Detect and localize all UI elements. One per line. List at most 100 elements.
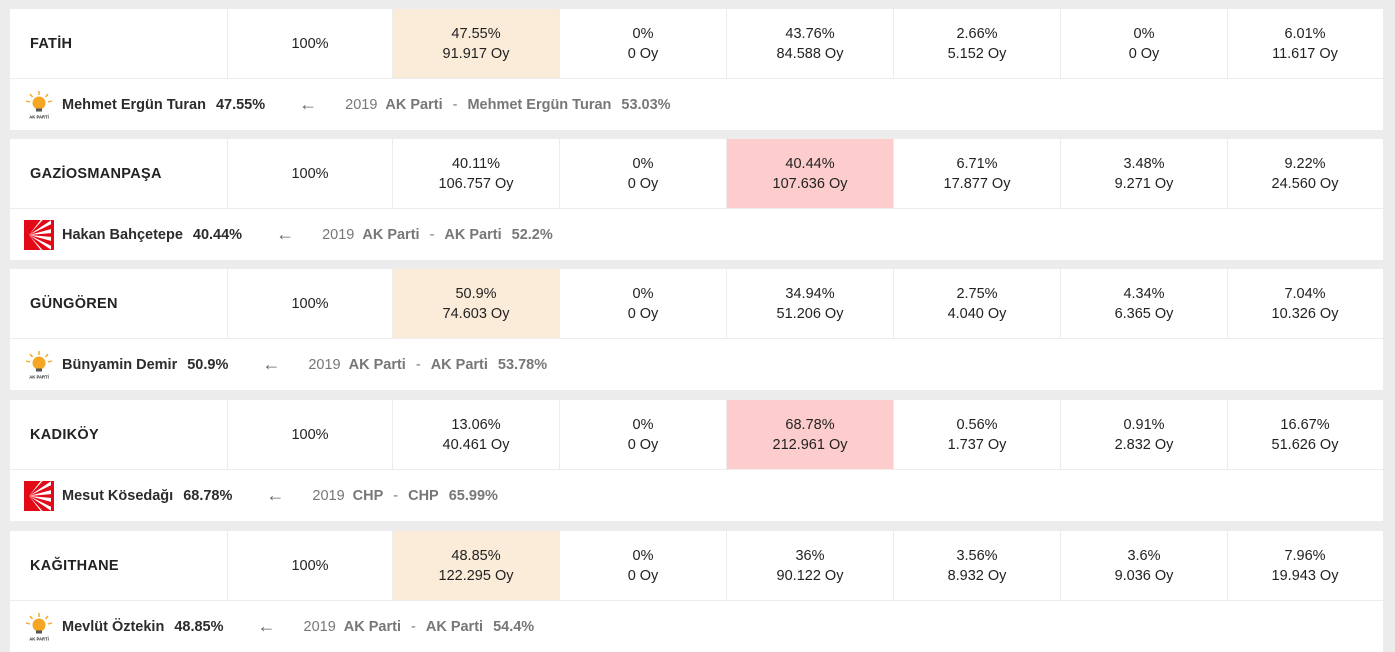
previous-party: CHP <box>352 487 384 504</box>
party-percent: 9.22% <box>1284 155 1326 172</box>
previous-percent: 65.99% <box>448 487 498 504</box>
district-results-row: KADIKÖY 100% 13.06% 40.461 Oy 0% 0 Oy 68.78%… <box>10 400 1383 470</box>
winning-candidate-name: Mehmet Ergün Turan <box>62 96 206 113</box>
winning-candidate-percent: 48.85% <box>174 618 224 635</box>
party-percent: 0.91% <box>1123 416 1165 433</box>
district-summary-row: Mesut Kösedağı 68.78% ← 2019 CHP - CHP 65.99… <box>10 470 1383 521</box>
winning-candidate-percent: 47.55% <box>215 96 266 113</box>
party-result-cell: 3.48% 9.271 Oy <box>1060 139 1227 208</box>
party-votes: 0 Oy <box>1128 45 1160 62</box>
district-results-row: FATİH 100% 47.55% 91.917 Oy 0% 0 Oy 43.76% 84… <box>10 9 1383 79</box>
party-votes: 9.271 Oy <box>1114 175 1174 192</box>
party-votes: 0 Oy <box>627 567 659 584</box>
party-votes: 51.626 Oy <box>1271 436 1339 453</box>
party-result-cell: 3.56% 8.932 Oy <box>893 531 1060 600</box>
party-logo <box>24 219 54 250</box>
previous-winner: AK Parti <box>425 618 484 635</box>
party-percent: 0% <box>1133 25 1155 42</box>
party-result-cell: 0% 0 Oy <box>1060 9 1227 78</box>
district-summary-row: AK PARTİ Bünyamin Demir 50.9% ← 2019 AK P… <box>10 339 1383 390</box>
district-summary-row: Hakan Bahçetepe 40.44% ← 2019 AK Parti - AK… <box>10 209 1383 260</box>
arrow-left-icon: ← <box>266 485 285 505</box>
district-name: FATİH <box>30 35 73 52</box>
previous-party: AK Parti <box>385 96 443 113</box>
party-percent: 0.56% <box>956 416 998 433</box>
ballot-opened-percent: 100% <box>227 9 392 78</box>
party-result-cell: 0% 0 Oy <box>559 9 726 78</box>
party-votes: 0 Oy <box>627 436 659 453</box>
party-percent: 3.48% <box>1123 155 1165 172</box>
winning-candidate-percent: 50.9% <box>187 356 229 373</box>
party-percent: 0% <box>632 155 654 172</box>
party-votes: 106.757 Oy <box>438 175 514 192</box>
district-card-2[interactable]: GÜNGÖREN 100% 50.9% 74.603 Oy 0% 0 Oy 34.94%… <box>10 269 1383 390</box>
party-percent: 43.76% <box>785 25 835 42</box>
party-votes: 1.737 Oy <box>947 436 1007 453</box>
party-percent: 3.6% <box>1127 547 1161 564</box>
party-percent: 0% <box>632 285 654 302</box>
previous-result: 2019 AK Parti - AK Parti 53.78% <box>308 356 548 373</box>
ak-parti-bulb-icon: AK PARTİ <box>25 612 53 641</box>
party-percent: 0% <box>632 416 654 433</box>
party-percent: 40.11% <box>451 155 501 172</box>
party-percent: 0% <box>632 547 654 564</box>
previous-year: 2019 <box>303 618 336 635</box>
previous-year: 2019 <box>312 487 345 504</box>
district-card-4[interactable]: KAĞITHANE 100% 48.85% 122.295 Oy 0% 0 Oy 36%… <box>10 531 1383 652</box>
previous-year: 2019 <box>308 356 341 373</box>
district-name: GAZİOSMANPAŞA <box>30 165 162 182</box>
district-name: GÜNGÖREN <box>30 295 118 312</box>
previous-percent: 52.2% <box>511 226 553 243</box>
district-card-1[interactable]: GAZİOSMANPAŞA 100% 40.11% 106.757 Oy 0% 0 O… <box>10 139 1383 260</box>
party-result-cell: 0.91% 2.832 Oy <box>1060 400 1227 469</box>
party-result-cell: 2.66% 5.152 Oy <box>893 9 1060 78</box>
party-result-cell: 6.01% 11.617 Oy <box>1227 9 1382 78</box>
svg-text:AK PARTİ: AK PARTİ <box>29 636 48 641</box>
party-votes: 4.040 Oy <box>947 305 1007 322</box>
district-results-row: GÜNGÖREN 100% 50.9% 74.603 Oy 0% 0 Oy 34.94%… <box>10 269 1383 339</box>
previous-percent: 54.4% <box>493 618 535 635</box>
party-result-cell: 43.76% 84.588 Oy <box>726 9 893 78</box>
previous-result: 2019 AK Parti - AK Parti 54.4% <box>303 618 535 635</box>
previous-winner: AK Parti <box>444 226 502 243</box>
party-votes: 0 Oy <box>627 305 659 322</box>
party-percent: 40.44% <box>785 155 835 172</box>
party-result-cell: 0% 0 Oy <box>559 269 726 338</box>
district-results-row: KAĞITHANE 100% 48.85% 122.295 Oy 0% 0 Oy 36%… <box>10 531 1383 601</box>
party-votes: 17.877 Oy <box>943 175 1011 192</box>
party-result-cell: 9.22% 24.560 Oy <box>1227 139 1382 208</box>
party-result-cell: 7.96% 19.943 Oy <box>1227 531 1382 600</box>
previous-winner: Mehmet Ergün Turan <box>467 96 612 113</box>
party-votes: 40.461 Oy <box>442 436 510 453</box>
ak-parti-bulb-icon: AK PARTİ <box>25 90 53 119</box>
party-logo <box>24 480 54 511</box>
party-votes: 10.326 Oy <box>1271 305 1339 322</box>
previous-party: AK Parti <box>362 226 420 243</box>
ballot-opened-percent: 100% <box>227 400 392 469</box>
previous-result: 2019 AK Parti - AK Parti 52.2% <box>322 226 553 243</box>
party-votes: 11.617 Oy <box>1272 45 1338 62</box>
party-votes: 2.832 Oy <box>1114 436 1174 453</box>
party-votes: 6.365 Oy <box>1114 305 1174 322</box>
party-percent: 50.9% <box>455 285 497 302</box>
party-votes: 0 Oy <box>627 175 659 192</box>
party-result-cell: 40.44% 107.636 Oy <box>726 139 893 208</box>
party-votes: 107.636 Oy <box>772 175 848 192</box>
party-percent: 48.85% <box>451 547 501 564</box>
svg-text:AK PARTİ: AK PARTİ <box>29 114 48 119</box>
party-votes: 19.943 Oy <box>1271 567 1339 584</box>
party-result-cell: 68.78% 212.961 Oy <box>726 400 893 469</box>
party-votes: 90.122 Oy <box>776 567 844 584</box>
winning-candidate-percent: 68.78% <box>183 487 233 504</box>
district-name: KADIKÖY <box>30 426 99 443</box>
district-card-0[interactable]: FATİH 100% 47.55% 91.917 Oy 0% 0 Oy 43.76% 84… <box>10 9 1383 130</box>
district-results-row: GAZİOSMANPAŞA 100% 40.11% 106.757 Oy 0% 0 O… <box>10 139 1383 209</box>
party-votes: 24.560 Oy <box>1271 175 1339 192</box>
party-result-cell: 0% 0 Oy <box>559 531 726 600</box>
party-votes: 91.917 Oy <box>442 45 510 62</box>
district-card-3[interactable]: KADIKÖY 100% 13.06% 40.461 Oy 0% 0 Oy 68.78%… <box>10 400 1383 521</box>
party-result-cell: 3.6% 9.036 Oy <box>1060 531 1227 600</box>
party-votes: 5.152 Oy <box>947 45 1007 62</box>
svg-text:AK PARTİ: AK PARTİ <box>29 374 48 379</box>
